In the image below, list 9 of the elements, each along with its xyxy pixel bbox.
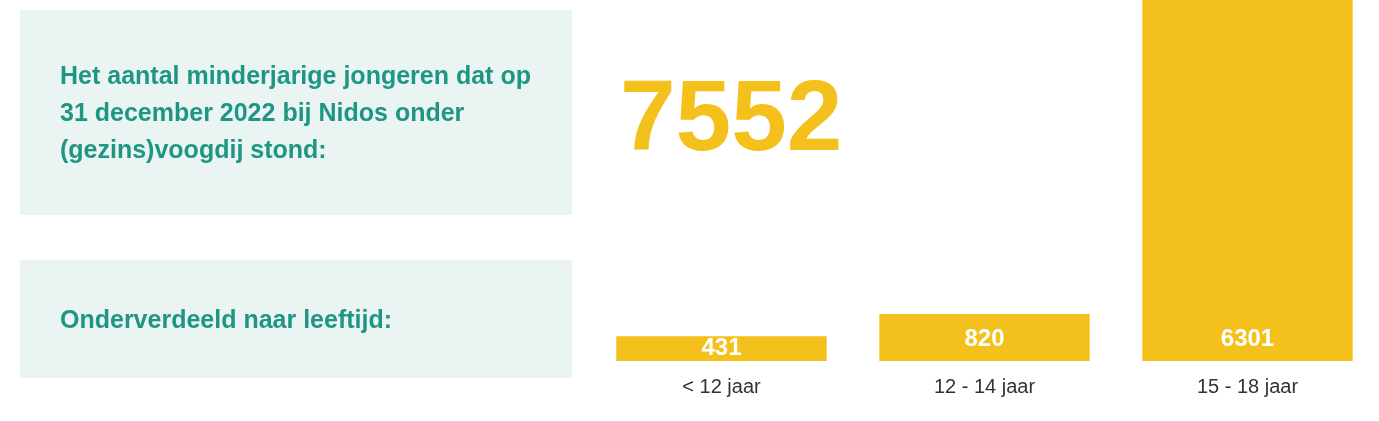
x-tick-label: < 12 jaar [682,374,762,397]
x-tick-label: 15 - 18 jaar [1196,374,1299,397]
text: Onderverdeeld naar leeftijd: [20,260,572,378]
text: Het aantal minderjarige jongeren dat op 31 december 2022 bij Nidos onder (gezins)voogdij stond: [20,10,572,215]
data-label: 431 [701,332,742,360]
annotation: 7552 [620,58,843,173]
data-label: 6301 [1220,323,1275,351]
data-label: 820 [964,323,1005,351]
x-tick-label: 12 - 14 jaar [933,374,1036,397]
